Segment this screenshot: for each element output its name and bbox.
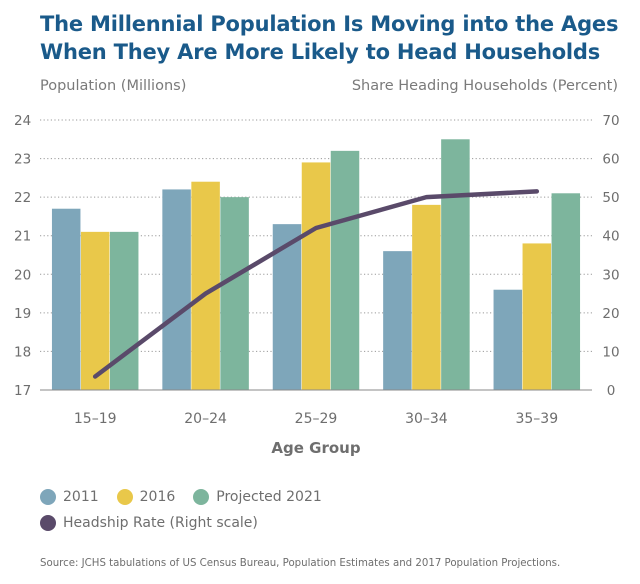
y2-tick-label: 0 bbox=[607, 383, 616, 399]
y2-tick-label: 30 bbox=[602, 267, 619, 283]
x-tick-label: 30–34 bbox=[405, 411, 448, 427]
y-tick-label: 23 bbox=[14, 152, 31, 168]
bar-2016 bbox=[301, 162, 331, 390]
bar-2011 bbox=[383, 251, 412, 390]
y2-tick-label: 10 bbox=[602, 344, 619, 360]
legend-label-2011: 2011 bbox=[63, 489, 99, 505]
x-tick-label: 35–39 bbox=[515, 411, 558, 427]
legend-swatch-2016 bbox=[116, 489, 133, 505]
bar-2011 bbox=[51, 208, 81, 390]
legend-row-bars: 2011 2016 Projected 2021 bbox=[40, 484, 340, 510]
x-tick-label: 20–24 bbox=[184, 411, 227, 427]
bar-2011 bbox=[493, 289, 523, 390]
legend-row-line: Headship Rate (Right scale) bbox=[40, 510, 340, 536]
y-tick-label: 18 bbox=[14, 344, 31, 360]
legend-swatch-headship-rate bbox=[40, 515, 56, 531]
left-axis-title: Population (Millions) bbox=[40, 78, 187, 94]
legend-swatch-projected-2021 bbox=[193, 489, 210, 505]
bar-2016 bbox=[80, 231, 110, 390]
y2-tick-label: 20 bbox=[602, 306, 619, 322]
legend-swatch-2011 bbox=[40, 489, 56, 505]
bar-projected-2021 bbox=[220, 197, 249, 390]
x-tick-label: 15–19 bbox=[74, 411, 117, 427]
y2-tick-label: 60 bbox=[602, 152, 619, 168]
right-axis-title: Share Heading Households (Percent) bbox=[351, 78, 618, 94]
legend-item-2011: 2011 bbox=[40, 489, 99, 505]
chart-title: The Millennial Population Is Moving into… bbox=[40, 12, 619, 64]
y2-tick-label: 40 bbox=[602, 229, 619, 245]
bar-2011 bbox=[162, 189, 191, 390]
bar-projected-2021 bbox=[551, 193, 581, 390]
chart-svg: 17 18 19 20 21 22 23 24 0 10 20 30 40 50 60 70 15–19 20–2… bbox=[14, 113, 620, 457]
y-tick-label: 20 bbox=[14, 267, 31, 283]
y-tick-label: 22 bbox=[14, 190, 31, 206]
bar-2016 bbox=[522, 243, 552, 390]
legend-label-headship-rate: Headship Rate (Right scale) bbox=[63, 515, 258, 531]
source-note: Source: JCHS tabulations of US Census Bu… bbox=[40, 558, 561, 569]
bar-projected-2021 bbox=[330, 150, 360, 390]
x-tick-label: 25–29 bbox=[295, 411, 338, 427]
y-tick-label: 24 bbox=[14, 113, 31, 129]
legend-item-projected-2021: Projected 2021 bbox=[193, 489, 322, 505]
x-axis-label: Age Group bbox=[271, 439, 360, 457]
bar-projected-2021 bbox=[441, 139, 470, 390]
legend-item-2016: 2016 bbox=[116, 489, 176, 505]
y-tick-label: 19 bbox=[14, 306, 31, 322]
headship-rate-line bbox=[92, 189, 540, 379]
bar-projected-2021 bbox=[109, 231, 139, 390]
legend: 2011 2016 Projected 2021 Headship Rate (… bbox=[40, 484, 340, 536]
legend-label-2016: 2016 bbox=[139, 489, 176, 505]
bar-2016 bbox=[412, 204, 441, 390]
legend-label-projected-2021: Projected 2021 bbox=[216, 489, 322, 505]
legend-item-headship-rate: Headship Rate (Right scale) bbox=[40, 515, 258, 531]
y2-tick-label: 50 bbox=[602, 190, 619, 206]
y2-tick-label: 70 bbox=[602, 113, 619, 129]
y-tick-label: 17 bbox=[14, 383, 31, 399]
y-tick-label: 21 bbox=[14, 229, 31, 245]
